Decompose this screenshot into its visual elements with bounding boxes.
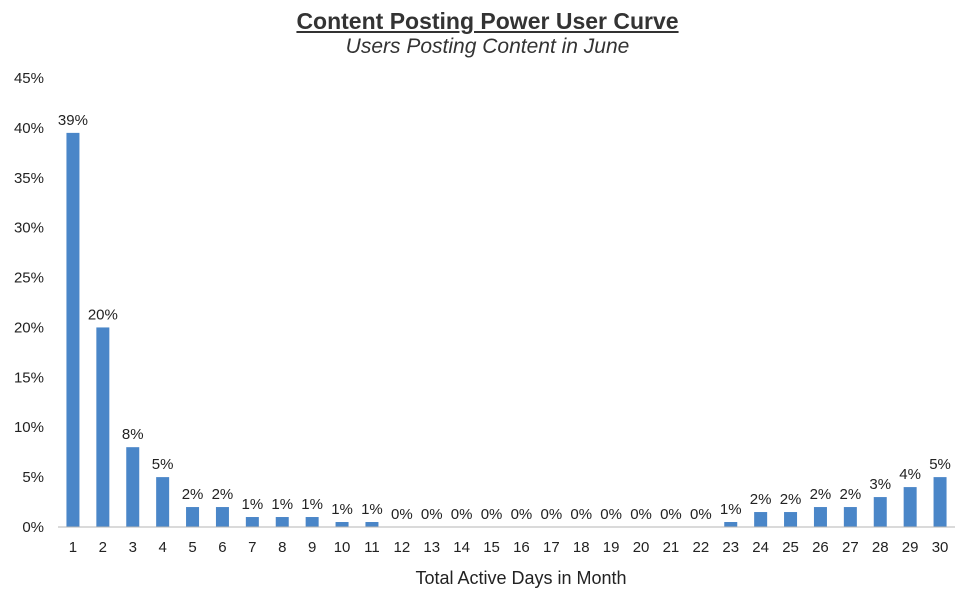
x-tick-label: 24 <box>752 539 769 556</box>
y-tick-label: 5% <box>22 469 44 486</box>
data-label: 0% <box>511 506 533 523</box>
x-tick-label: 11 <box>364 539 380 556</box>
data-label: 4% <box>899 466 921 483</box>
x-tick-label: 17 <box>543 539 560 556</box>
data-label: 20% <box>88 306 118 323</box>
data-label: 1% <box>242 496 264 513</box>
bar <box>903 487 917 527</box>
x-tick-label: 10 <box>334 539 351 556</box>
y-axis: 0% 5% 10% 15% 20% 25% 30% 35% 40% 45% <box>14 70 44 536</box>
bar <box>335 522 349 527</box>
data-label: 3% <box>869 476 891 493</box>
data-label: 2% <box>212 486 234 503</box>
data-label: 0% <box>421 506 443 523</box>
x-tick-label: 26 <box>812 539 829 556</box>
data-label: 2% <box>840 486 862 503</box>
data-label: 0% <box>451 506 473 523</box>
x-axis: 1 2 3 4 5 6 7 8 9 10 11 12 13 14 15 16 17 18 19 20 21 22 23 24 2… <box>58 526 955 556</box>
x-tick-label: 4 <box>158 539 166 556</box>
data-label: 1% <box>301 496 323 513</box>
y-tick-label: 35% <box>14 170 44 187</box>
x-tick-label: 22 <box>693 539 710 556</box>
data-label: 2% <box>750 491 772 508</box>
x-tick-label: 5 <box>188 539 196 556</box>
x-tick-label: 16 <box>513 539 530 556</box>
x-tick-label: 19 <box>603 539 620 556</box>
bar <box>186 507 200 527</box>
x-tick-label: 29 <box>902 539 919 556</box>
bar <box>156 477 170 527</box>
data-label: 0% <box>690 506 712 523</box>
data-label: 5% <box>152 456 174 473</box>
bar <box>724 522 738 527</box>
bar <box>933 477 947 527</box>
x-tick-label: 12 <box>394 539 411 556</box>
y-tick-label: 20% <box>14 319 44 336</box>
y-tick-label: 0% <box>22 519 44 536</box>
bar <box>66 132 80 527</box>
bar <box>873 497 887 527</box>
bars: 39% 20% 8% 5% 2% 2% 1% 1% 1% 1% 1% 0% 0% 0% 0% 0% 0% 0% 0%… <box>58 112 951 527</box>
x-tick-label: 18 <box>573 539 590 556</box>
data-label: 2% <box>780 491 802 508</box>
bar <box>96 327 110 527</box>
x-tick-label: 23 <box>722 539 739 556</box>
x-tick-label: 6 <box>218 539 226 556</box>
data-label: 0% <box>481 506 503 523</box>
bar <box>365 522 379 527</box>
x-tick-label: 3 <box>129 539 137 556</box>
x-tick-label: 15 <box>483 539 500 556</box>
data-label: 1% <box>271 496 293 513</box>
data-label: 0% <box>570 506 592 523</box>
bar <box>784 512 798 527</box>
x-tick-label: 20 <box>633 539 650 556</box>
y-tick-label: 15% <box>14 369 44 386</box>
bar <box>215 507 229 527</box>
bar <box>754 512 768 527</box>
x-tick-label: 13 <box>423 539 440 556</box>
data-label: 2% <box>182 486 204 503</box>
bar <box>275 517 289 527</box>
x-tick-label: 8 <box>278 539 286 556</box>
data-label: 8% <box>122 426 144 443</box>
data-label: 0% <box>600 506 622 523</box>
chart-subtitle: Users Posting Content in June <box>345 35 630 58</box>
x-tick-label: 27 <box>842 539 859 556</box>
x-tick-label: 21 <box>663 539 680 556</box>
x-tick-label: 28 <box>872 539 889 556</box>
bar <box>843 507 857 527</box>
bar <box>813 507 827 527</box>
x-tick-label: 1 <box>69 539 77 556</box>
data-label: 0% <box>630 506 652 523</box>
y-tick-label: 10% <box>14 419 44 436</box>
data-label: 0% <box>541 506 563 523</box>
x-tick-label: 7 <box>248 539 256 556</box>
data-label: 1% <box>331 501 353 518</box>
y-tick-label: 40% <box>14 120 44 137</box>
y-tick-label: 30% <box>14 220 44 237</box>
bar <box>126 447 140 527</box>
data-label: 5% <box>929 456 951 473</box>
data-label: 39% <box>58 112 88 129</box>
y-tick-label: 25% <box>14 270 44 287</box>
x-tick-label: 2 <box>99 539 107 556</box>
x-tick-label: 14 <box>453 539 470 556</box>
data-label: 1% <box>361 501 383 518</box>
bar <box>245 517 259 527</box>
x-tick-label: 9 <box>308 539 316 556</box>
data-label: 0% <box>660 506 682 523</box>
data-label: 2% <box>810 486 832 503</box>
chart-title: Content Posting Power User Curve <box>296 8 679 34</box>
x-tick-label: 30 <box>932 539 949 556</box>
x-axis-label: Total Active Days in Month <box>415 568 626 588</box>
x-tick-label: 25 <box>782 539 799 556</box>
y-tick-label: 45% <box>14 70 44 87</box>
bar <box>305 517 319 527</box>
data-label: 0% <box>391 506 413 523</box>
data-label: 1% <box>720 501 742 518</box>
